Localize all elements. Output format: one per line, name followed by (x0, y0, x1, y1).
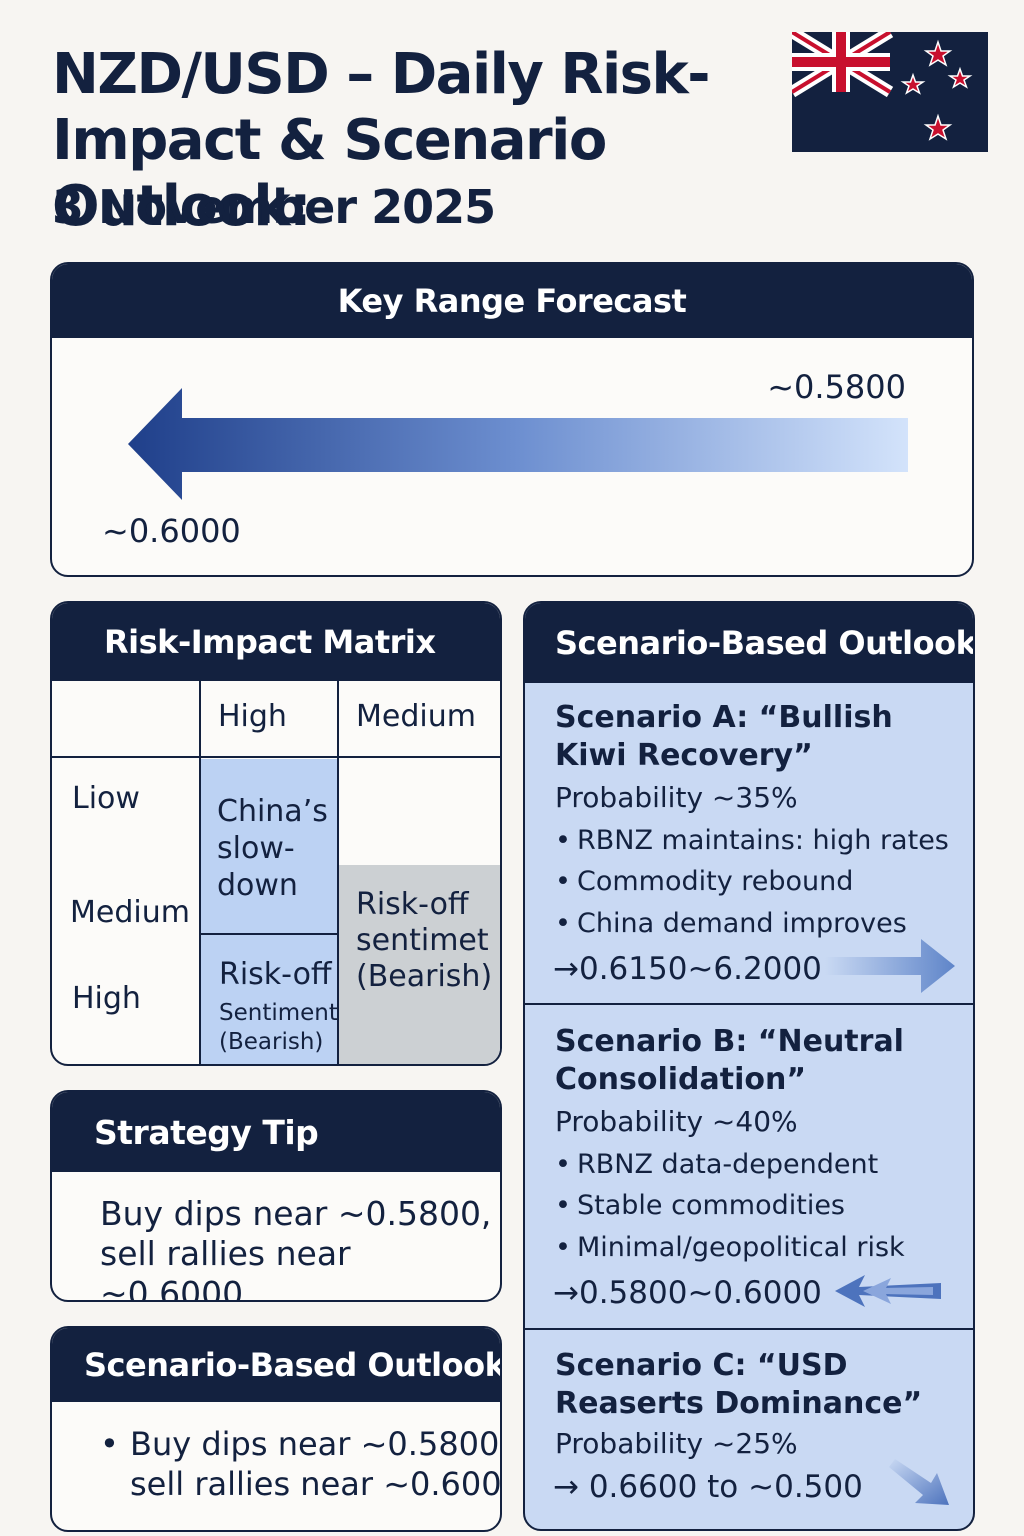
key-range-lower-label: ~0.6000 (102, 512, 241, 550)
matrix-cell-riskoff-medium: Risk-off sentimet (Bearish) (356, 887, 493, 994)
scenario-b-title: Scenario B: “Neutral Consolidation” (555, 1024, 904, 1097)
scenario-summary-body: • Buy dips near ~0.5800, sell rallies nea… (100, 1424, 502, 1504)
down-right-arrow-icon (889, 1459, 949, 1505)
scenario-a-probability: Probability ~35% (555, 781, 798, 814)
risk-matrix-card: Risk-Impact Matrix High Medium Liow Medi… (50, 601, 502, 1066)
right-arrow-icon (825, 939, 955, 993)
scenario-b-range: →0.5800~0.6000 (553, 1275, 822, 1311)
matrix-cell-medium (339, 865, 500, 1064)
new-zealand-flag-icon (792, 32, 988, 152)
strategy-tip-line-2: sell rallies near ~0.6000 (100, 1234, 351, 1302)
scenario-a-bullet-2: • Commodity rebound (555, 866, 854, 897)
matrix-row-medium: Medium (70, 895, 190, 930)
bullet-icon: • (100, 1425, 119, 1463)
scenario-summary-line-1: Buy dips near ~0.5800, (130, 1425, 502, 1463)
matrix-cell-china: China’s slow-down (217, 794, 328, 903)
matrix-cell-riskoff-title: Risk-off (219, 957, 332, 992)
key-range-upper-label: ~0.5800 (767, 368, 906, 406)
scenario-a-title: Scenario A: “Bullish Kiwi Recovery” (555, 700, 893, 773)
scenario-c-range: → 0.6600 to ~0.500 (553, 1469, 863, 1505)
scenario-summary-line-2: sell rallies near ~0.6000 (130, 1465, 502, 1503)
scenario-summary-card: Scenario-Based Outlooks • Buy dips near ~… (50, 1326, 502, 1532)
risk-matrix-grid: High Medium Liow Medium High China’s slo… (52, 681, 500, 1064)
scenario-summary-heading: Scenario-Based Outlooks (52, 1328, 500, 1402)
matrix-cell-riskoff-sub: Sentiment (Bearish) (219, 1000, 338, 1055)
matrix-col-high: High (218, 699, 287, 734)
scenario-a-bullet-3: • China demand improves (555, 908, 907, 939)
matrix-row-low: Liow (72, 781, 140, 816)
page-title: NZD/USD – Daily Risk-Impact & Scenario O… (52, 42, 711, 239)
strategy-tip-card: Strategy Tip Buy dips near ~0.5800, sell… (50, 1090, 502, 1302)
page-subtitle-date: 3 November 2025 (52, 180, 496, 234)
left-arrow-icon (128, 388, 908, 500)
matrix-row-high: High (72, 981, 141, 1016)
scenario-b-bullet-3: • Minimal/geopolitical risk (555, 1232, 905, 1263)
scenario-a-bullet-1: • RBNZ maintains: high rates (555, 825, 949, 856)
scenario-b-bullet-1: • RBNZ data-dependent (555, 1149, 879, 1180)
scenario-b-bullet-2: • Stable commodities (555, 1190, 845, 1221)
scenario-a-range: →0.6150~6.2000 (553, 951, 822, 987)
double-left-arrow-icon (835, 1275, 941, 1307)
strategy-tip-body: Buy dips near ~0.5800, sell rallies near… (100, 1194, 500, 1302)
scenario-outlooks-heading: Scenario-Based Outlooks (525, 603, 973, 683)
scenario-b-probability: Probability ~40% (555, 1105, 798, 1138)
key-range-heading: Key Range Forecast (52, 264, 972, 338)
scenario-c-probability: Probability ~25% (555, 1427, 798, 1460)
strategy-tip-line-1: Buy dips near ~0.5800, (100, 1194, 492, 1233)
scenario-outlooks-card: Scenario-Based Outlooks Scenario A: “Bul… (523, 601, 975, 1531)
scenario-c-title: Scenario C: “USD Reaserts Dominance” (555, 1348, 923, 1421)
matrix-cell-high (201, 759, 337, 1064)
key-range-card: Key Range Forecast ~0.5800 ~0.6000 (50, 262, 974, 577)
strategy-tip-heading: Strategy Tip (52, 1092, 500, 1172)
risk-matrix-heading: Risk-Impact Matrix (52, 603, 500, 681)
matrix-col-medium: Medium (356, 699, 476, 734)
